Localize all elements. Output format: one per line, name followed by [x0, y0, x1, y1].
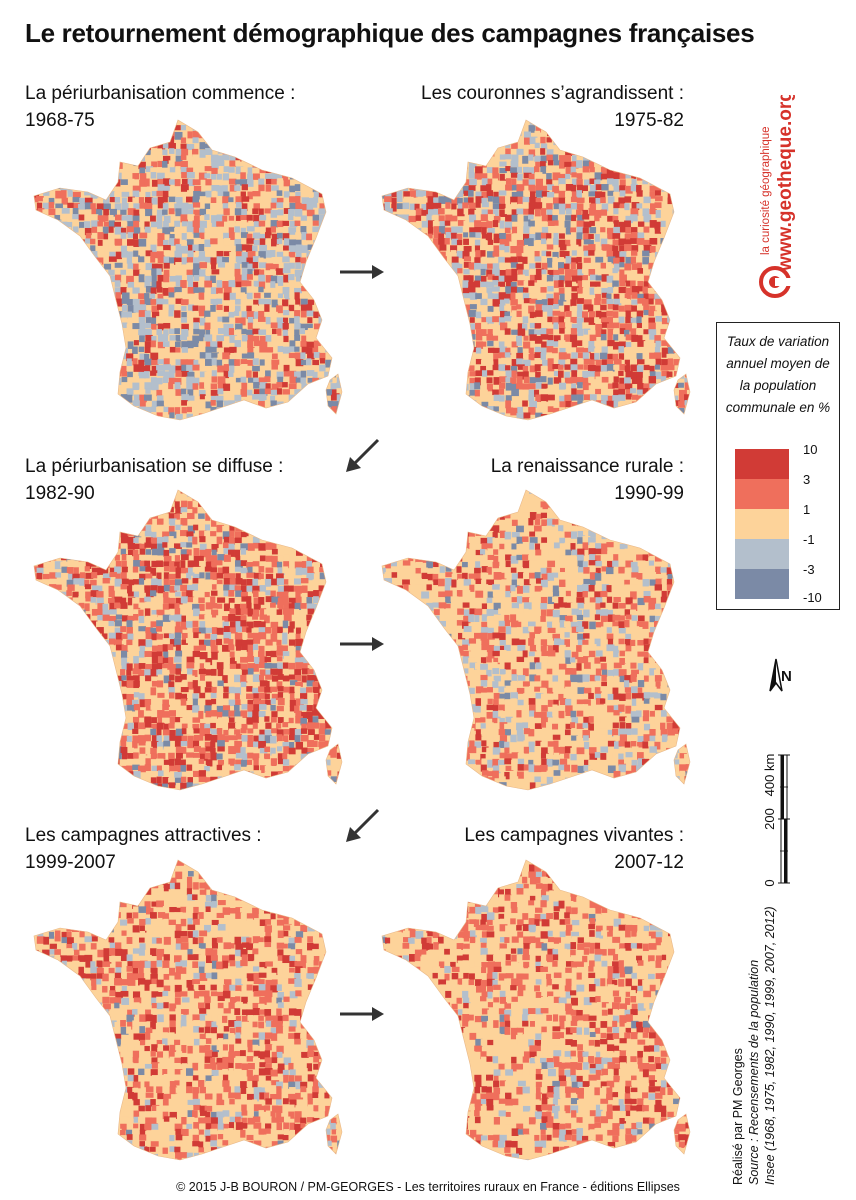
panel-3-period: 1982-90	[25, 483, 95, 504]
legend: Taux de variation annuel moyen de la pop…	[716, 322, 840, 610]
panel-4-title: La renaissance rurale : 1990-99	[491, 453, 684, 507]
map-2007-12	[381, 859, 691, 1161]
panel-3-title: La périurbanisation se diffuse : 1982-90	[25, 453, 283, 507]
map-1990-99	[381, 489, 691, 791]
credits-author: Réalisé par PM Georges	[731, 1048, 745, 1185]
panel-1-title: La périurbanisation commence : 1968-75	[25, 80, 295, 134]
legend-swatch-4	[735, 539, 789, 569]
page-title: Le retournement démographique des campag…	[25, 18, 755, 48]
geotheque-logo: la curiosité géographique www.geotheque.…	[759, 95, 796, 298]
scale-label-zero: 0	[762, 879, 777, 886]
legend-title-line: Taux de variation	[726, 334, 830, 349]
legend-swatch-5	[735, 569, 789, 599]
arrow-right-icon	[340, 637, 384, 651]
brand-line2: www.geotheque.org	[775, 95, 796, 272]
geotheque-emblem-icon	[759, 266, 791, 298]
panel-1-label: La périurbanisation commence :	[25, 83, 296, 104]
credits: Réalisé par PM Georges Source : Recensem…	[730, 906, 778, 1185]
legend-title-line: la population	[739, 378, 817, 393]
panel-4-label: La renaissance rurale :	[490, 456, 684, 477]
panel-5-label: Les campagnes attractives :	[25, 825, 262, 846]
legend-title: Taux de variation annuel moyen de la pop…	[721, 331, 835, 419]
brand-line1: la curiosité géographique	[760, 126, 772, 255]
legend-break: -10	[803, 590, 822, 605]
legend-swatch-3	[735, 509, 789, 539]
credits-source: Source : Recensements de la population	[747, 959, 761, 1185]
scale-label-max: 400 km	[762, 754, 777, 797]
map-1999-2007	[33, 859, 343, 1161]
legend-break: -1	[803, 532, 815, 547]
arrow-down-left-icon	[346, 438, 380, 472]
panel-3-label: La périurbanisation se diffuse :	[25, 456, 284, 477]
panel-6-title: Les campagnes vivantes : 2007-12	[464, 822, 684, 876]
panel-6-label: Les campagnes vivantes :	[464, 825, 684, 846]
credits-years: Insee (1968, 1975, 1982, 1990, 1999, 200…	[763, 906, 777, 1185]
panel-5-period: 1999-2007	[25, 852, 116, 873]
panel-2-label: Les couronnes s’agrandissent :	[421, 83, 684, 104]
panel-5-title: Les campagnes attractives : 1999-2007	[25, 822, 262, 876]
map-1975-82	[381, 119, 691, 421]
panel-2-period: 1975-82	[614, 110, 684, 131]
panel-4-period: 1990-99	[614, 483, 684, 504]
arrow-right-icon	[340, 265, 384, 279]
panel-2-title: Les couronnes s’agrandissent : 1975-82	[421, 80, 684, 134]
legend-title-line: communale en %	[725, 400, 831, 415]
map-1982-90	[33, 489, 343, 791]
panel-1-period: 1968-75	[25, 110, 95, 131]
legend-swatch-1	[735, 449, 789, 479]
legend-title-line: annuel moyen de	[726, 356, 830, 371]
arrow-down-left-icon	[346, 808, 380, 842]
north-arrow-icon: N	[769, 658, 792, 692]
arrow-right-icon	[340, 1007, 384, 1021]
footer-copyright: © 2015 J-B BOURON / PM-GEORGES - Les ter…	[176, 1180, 680, 1194]
panel-6-period: 2007-12	[614, 852, 684, 873]
legend-break: 10	[803, 442, 818, 457]
legend-swatch-2	[735, 479, 789, 509]
scale-label-mid: 200	[762, 808, 777, 830]
legend-break: 1	[803, 502, 811, 517]
legend-break: 3	[803, 472, 811, 487]
map-1968-75	[33, 119, 343, 421]
scale-bar: 400 km 200 0	[762, 754, 790, 887]
north-label: N	[781, 668, 792, 685]
legend-break: -3	[803, 562, 815, 577]
